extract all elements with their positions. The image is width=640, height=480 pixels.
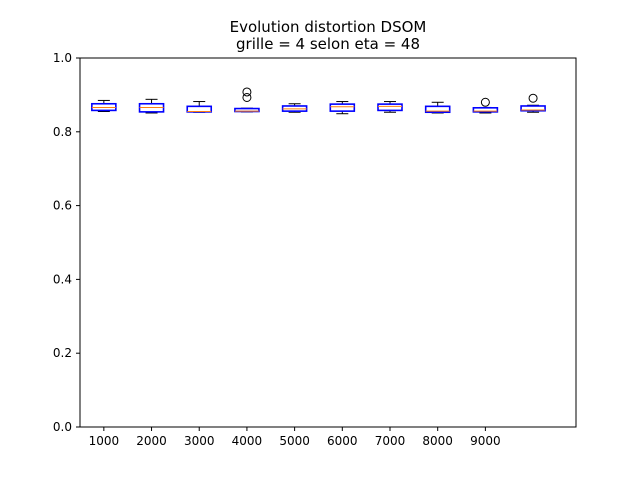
- y-tick-label: 0.4: [53, 272, 72, 286]
- x-tick-label: 7000: [375, 434, 406, 448]
- plot-area: [91, 87, 546, 115]
- box-group: [91, 99, 117, 113]
- outlier-point: [528, 93, 538, 103]
- x-tick-label: 4000: [232, 434, 263, 448]
- box-group: [138, 98, 165, 114]
- box-group: [234, 87, 260, 113]
- outlier-point: [242, 87, 252, 97]
- y-tick-label: 0.8: [53, 125, 72, 139]
- outlier-point: [480, 97, 490, 107]
- box: [472, 107, 499, 113]
- plot-frame: [79, 57, 577, 428]
- box-group: [329, 101, 356, 115]
- x-tick-label: 6000: [327, 434, 358, 448]
- x-tick-label: 8000: [422, 434, 453, 448]
- box-group: [377, 101, 403, 113]
- box-group: [186, 101, 213, 113]
- box-group: [424, 101, 451, 114]
- x-axis: 1000 2000 3000 4000 5000 6000 7000 8000 9000: [89, 427, 501, 448]
- box-group: [520, 93, 546, 113]
- box: [424, 105, 451, 114]
- box: [520, 105, 546, 112]
- y-tick-label: 1.0: [53, 51, 72, 65]
- x-tick-label: 1000: [89, 434, 120, 448]
- y-tick-label: 0.0: [53, 420, 72, 434]
- chart-title-line2: grille = 4 selon eta = 48: [236, 35, 420, 53]
- y-tick-label: 0.2: [53, 346, 72, 360]
- outlier-point: [242, 92, 252, 102]
- x-tick-label: 3000: [184, 434, 215, 448]
- box-group: [472, 97, 499, 114]
- box: [377, 103, 403, 112]
- y-axis: 0.0 0.2 0.4 0.6 0.8 1.0: [53, 51, 80, 434]
- box: [329, 103, 356, 112]
- y-tick-label: 0.6: [53, 199, 72, 213]
- x-tick-label: 9000: [470, 434, 501, 448]
- chart-title-line1: Evolution distortion DSOM: [230, 18, 427, 36]
- x-tick-label: 2000: [136, 434, 167, 448]
- x-tick-label: 5000: [279, 434, 310, 448]
- box-group: [281, 103, 308, 113]
